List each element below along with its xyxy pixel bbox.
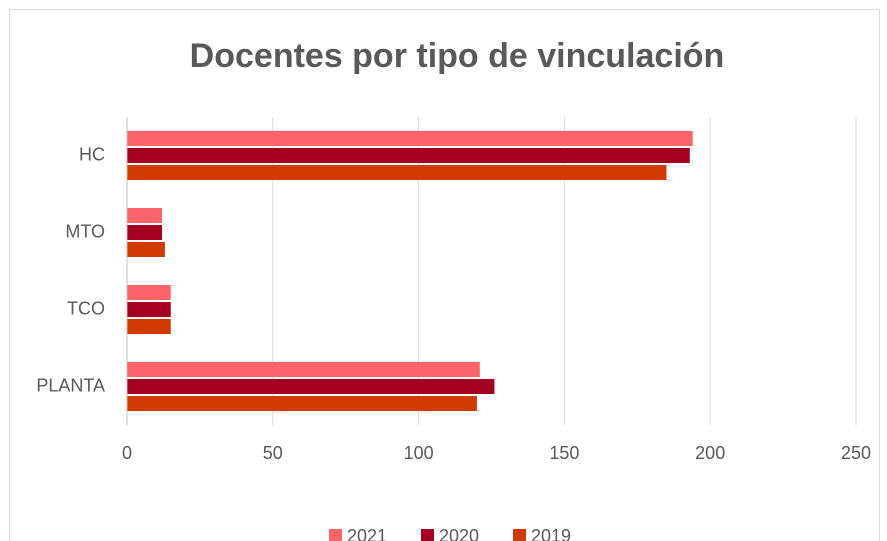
bar xyxy=(127,225,162,240)
bar xyxy=(127,165,667,180)
y-tick-label: PLANTA xyxy=(36,375,105,395)
bar xyxy=(127,208,162,223)
bar xyxy=(127,131,693,146)
x-tick-label: 0 xyxy=(122,443,132,463)
legend-swatch xyxy=(329,529,342,541)
legend-label: 2021 xyxy=(347,526,387,541)
chart-border xyxy=(9,9,880,541)
y-tick-label: MTO xyxy=(65,221,105,241)
bar xyxy=(127,362,480,377)
x-tick-label: 100 xyxy=(404,443,434,463)
bar xyxy=(127,302,171,317)
bar xyxy=(127,242,165,257)
bar xyxy=(127,285,171,300)
bar xyxy=(127,148,690,163)
y-tick-label: HC xyxy=(79,144,105,164)
bar xyxy=(127,379,495,394)
x-tick-label: 50 xyxy=(263,443,283,463)
x-tick-label: 200 xyxy=(695,443,725,463)
legend-label: 2020 xyxy=(439,526,479,541)
bar xyxy=(127,319,171,334)
x-tick-label: 250 xyxy=(841,443,871,463)
x-tick-label: 150 xyxy=(549,443,579,463)
legend-swatch xyxy=(421,529,434,541)
bar xyxy=(127,396,477,411)
legend-label: 2019 xyxy=(531,526,571,541)
y-tick-label: TCO xyxy=(67,298,105,318)
chart-title: Docentes por tipo de vinculación xyxy=(190,37,725,75)
legend-swatch xyxy=(513,529,526,541)
